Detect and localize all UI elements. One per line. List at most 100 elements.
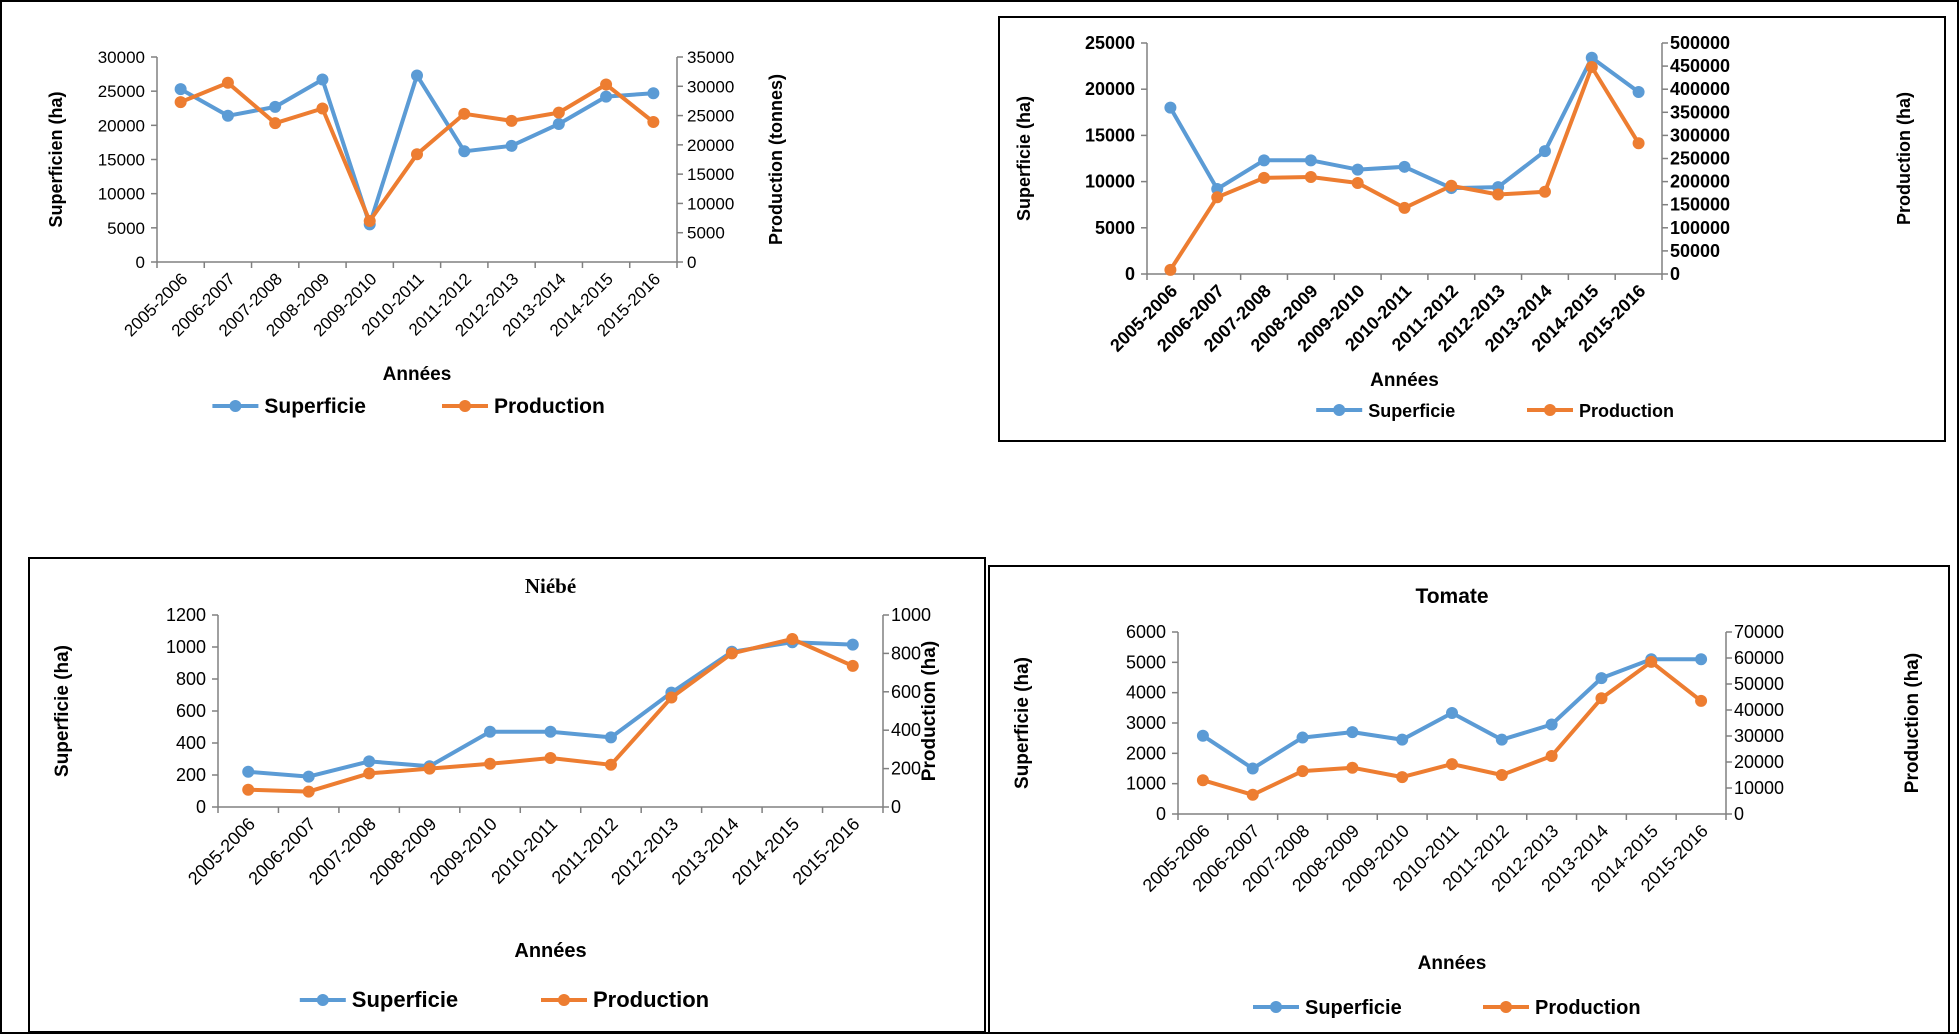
y2-tick-label: 0 — [687, 253, 696, 272]
data-point-production — [1495, 769, 1508, 781]
data-point-superficie — [221, 109, 234, 122]
y2-tick-label: 300000 — [1670, 125, 1730, 145]
data-point-production — [1632, 137, 1645, 150]
x-axis-title: Années — [514, 940, 586, 962]
data-point-production — [1246, 788, 1259, 801]
data-point-production — [544, 752, 557, 765]
data-point-superficie — [363, 755, 376, 768]
y2-axis-title: Production (ha) — [1902, 653, 1923, 793]
data-point-superficie — [174, 83, 187, 96]
data-point-production — [1164, 263, 1177, 276]
y2-tick-label: 450000 — [1670, 56, 1730, 76]
y-tick-label: 0 — [136, 253, 145, 272]
legend-label: Superficie — [1305, 997, 1402, 1019]
legend-item-production: Production — [442, 395, 605, 418]
legend-label: Superficie — [264, 395, 366, 418]
data-point-superficie — [484, 725, 497, 738]
data-point-production — [221, 76, 234, 89]
data-point-production — [1211, 191, 1224, 204]
data-point-production — [484, 757, 497, 770]
data-point-superficie — [604, 731, 617, 744]
data-point-superficie — [1695, 653, 1708, 666]
data-point-superficie — [316, 73, 329, 86]
y-tick-label: 20000 — [1085, 79, 1135, 99]
y2-axis-title: Production (tonnes) — [766, 74, 786, 245]
y-tick-label: 1000 — [166, 637, 206, 657]
data-point-superficie — [1538, 145, 1551, 158]
data-point-production — [1585, 61, 1598, 74]
y-tick-label: 1200 — [166, 605, 206, 625]
data-point-production — [1595, 692, 1608, 705]
chart-panel-2: 0500010000150002000025000050000100000150… — [998, 16, 1946, 442]
y-tick-label: 0 — [196, 797, 206, 817]
data-point-superficie — [1396, 733, 1409, 746]
data-point-superficie — [505, 139, 518, 152]
legend-item-superficie: Superficie — [299, 987, 458, 1012]
data-point-production — [725, 647, 738, 660]
data-point-superficie — [647, 87, 660, 100]
y-tick-label: 30000 — [98, 48, 145, 67]
legend-swatch-marker — [1333, 404, 1346, 416]
data-point-production — [600, 78, 613, 91]
x-axis-title: Années — [383, 364, 452, 385]
data-point-production — [174, 96, 187, 109]
y2-tick-label: 200 — [891, 759, 921, 779]
y-axis-title: Superficie (ha) — [1014, 96, 1034, 221]
data-point-production — [786, 633, 799, 645]
y-tick-label: 25000 — [1085, 33, 1135, 53]
data-point-production — [363, 767, 376, 780]
legend-item-production: Production — [1527, 401, 1674, 421]
legend-label: Production — [1535, 997, 1641, 1019]
y2-axis-title: Production (ha) — [919, 641, 940, 781]
data-point-production — [1196, 774, 1209, 787]
legend-swatch-marker — [1270, 1001, 1282, 1013]
y2-tick-label: 400 — [891, 720, 921, 740]
legend-item-production: Production — [541, 987, 709, 1012]
y-tick-label: 20000 — [98, 116, 145, 135]
y2-tick-label: 150000 — [1670, 195, 1730, 215]
y-tick-label: 5000 — [1126, 652, 1166, 672]
data-point-production — [665, 691, 678, 704]
y-tick-label: 15000 — [1085, 125, 1135, 145]
data-point-production — [1445, 179, 1458, 192]
data-point-production — [269, 117, 282, 130]
data-point-production — [302, 785, 315, 798]
data-point-superficie — [544, 725, 557, 738]
y2-tick-label: 30000 — [1734, 726, 1784, 746]
y-tick-label: 6000 — [1126, 622, 1166, 642]
y2-tick-label: 400000 — [1670, 79, 1730, 99]
x-axis-title: Années — [1370, 370, 1439, 391]
y-tick-label: 600 — [176, 701, 206, 721]
legend-item-production: Production — [1483, 997, 1641, 1019]
data-point-production — [505, 114, 518, 127]
data-point-production — [1492, 188, 1505, 201]
chart-title: Tomate — [1415, 585, 1488, 608]
legend-item-superficie: Superficie — [1253, 997, 1402, 1019]
y2-tick-label: 25000 — [687, 107, 734, 126]
legend-label: Superficie — [352, 987, 458, 1012]
data-point-superficie — [1164, 101, 1177, 114]
data-point-production — [1346, 761, 1359, 774]
data-point-production — [411, 148, 423, 161]
y2-tick-label: 50000 — [1670, 241, 1720, 261]
data-point-superficie — [846, 638, 859, 651]
y2-tick-label: 40000 — [1734, 700, 1784, 720]
legend-label: Production — [1579, 401, 1674, 421]
data-point-production — [458, 107, 471, 120]
data-point-superficie — [1595, 672, 1608, 685]
y-tick-label: 1000 — [1126, 774, 1166, 794]
panel-border — [988, 565, 1950, 1034]
data-point-superficie — [1296, 731, 1309, 744]
y-tick-label: 5000 — [107, 219, 145, 238]
data-point-superficie — [1246, 762, 1259, 775]
chart-title: Niébé — [525, 574, 576, 598]
y-tick-label: 400 — [176, 733, 206, 753]
data-point-superficie — [552, 117, 565, 130]
series-line-production — [1202, 659, 1703, 797]
chart-panel-4: Tomate0100020003000400050006000010000200… — [988, 565, 1950, 1034]
y2-tick-label: 60000 — [1734, 648, 1784, 668]
data-point-superficie — [1545, 718, 1558, 731]
y-tick-label: 5000 — [1095, 218, 1135, 238]
y-tick-label: 15000 — [98, 151, 145, 170]
chart-panel-1: 0 5000 10000 15000 20000 25000 30000 0 5000 10000… — [46, 48, 786, 418]
